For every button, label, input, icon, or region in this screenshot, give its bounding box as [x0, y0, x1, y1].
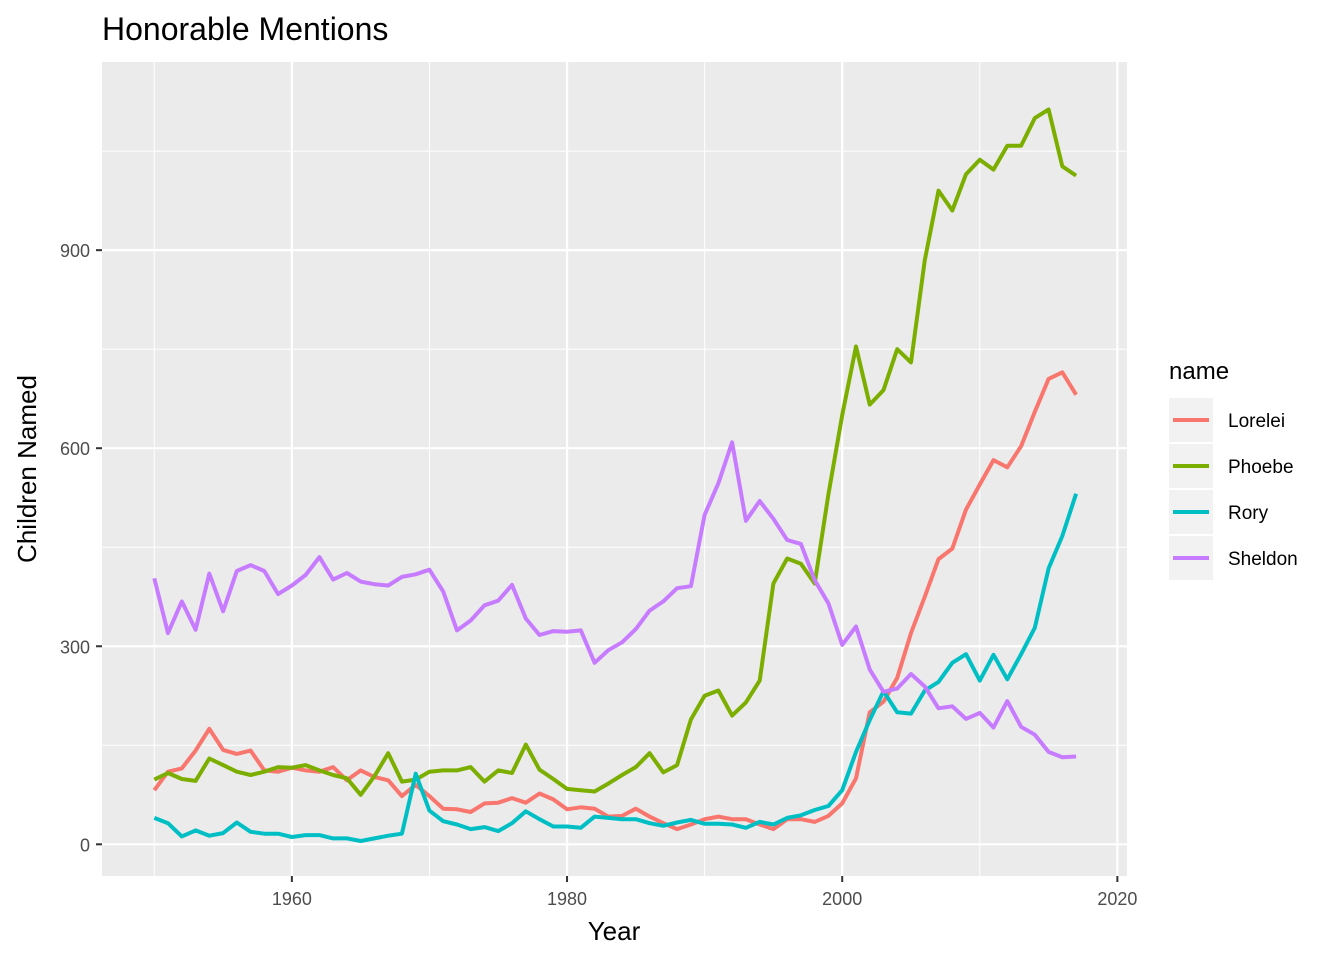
legend-label-sheldon: Sheldon — [1228, 549, 1298, 570]
plot-panel — [102, 62, 1127, 876]
series-line-rory — [153, 493, 1079, 843]
y-tick-label: 0 — [80, 835, 90, 855]
legend-label-phoebe: Phoebe — [1228, 457, 1294, 478]
x-tick-label: 1960 — [272, 889, 312, 909]
x-tick-label: 1980 — [547, 889, 587, 909]
legend-label-rory: Rory — [1228, 503, 1269, 524]
series-line-phoebe — [153, 107, 1078, 797]
x-tick-label: 2000 — [822, 889, 862, 909]
y-tick-label: 600 — [60, 439, 90, 459]
x-tick-label: 2020 — [1097, 889, 1137, 909]
legend-title: name — [1169, 358, 1229, 385]
y-axis-label: Children Named — [12, 375, 42, 563]
chart-title: Honorable Mentions — [102, 11, 388, 47]
y-tick-label: 300 — [60, 637, 90, 657]
x-axis: 1960 1980 2000 2020 — [272, 876, 1137, 909]
y-tick-label: 900 — [60, 241, 90, 261]
y-axis: 0 300 600 900 — [60, 241, 102, 855]
legend: name Lorelei Phoebe Rory Sheldon — [1169, 358, 1298, 580]
legend-label-lorelei: Lorelei — [1228, 411, 1285, 432]
series-line-lorelei — [152, 370, 1078, 832]
series-line-sheldon — [152, 440, 1077, 760]
x-axis-label: Year — [588, 916, 641, 946]
series-lines — [152, 107, 1079, 843]
